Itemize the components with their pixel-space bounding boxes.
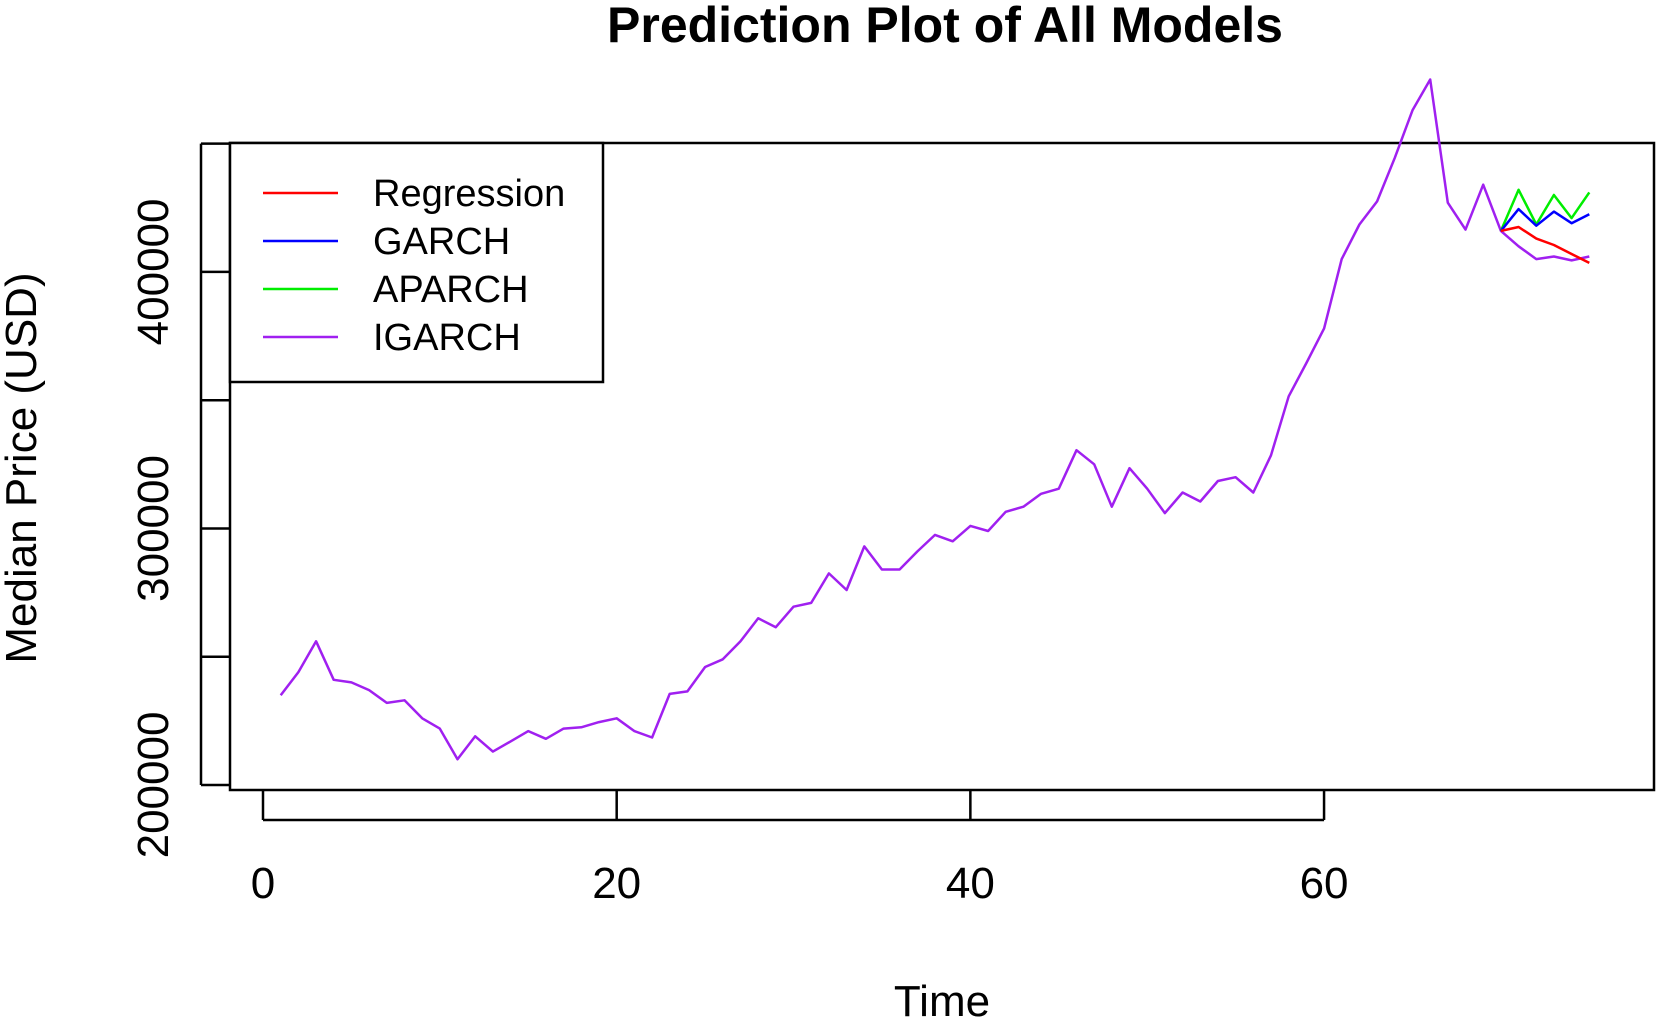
y-tick-label: 300000 bbox=[129, 455, 178, 602]
legend-label-aparch: APARCH bbox=[373, 269, 529, 311]
x-axis: 0 20 40 60 bbox=[251, 790, 1349, 908]
x-tick-label: 20 bbox=[592, 859, 641, 908]
series-line-igarch bbox=[279, 78, 1590, 761]
chart-title: Prediction Plot of All Models bbox=[607, 0, 1283, 53]
legend-label-garch: GARCH bbox=[373, 221, 510, 263]
series-line-regression bbox=[1500, 225, 1590, 265]
x-axis-label: Time bbox=[894, 977, 990, 1020]
legend-label-igarch: IGARCH bbox=[373, 317, 521, 359]
x-tick-label: 0 bbox=[251, 859, 275, 908]
series-line-garch bbox=[1499, 207, 1590, 232]
series-line-aparch bbox=[1499, 188, 1591, 232]
plot-frame bbox=[228, 141, 1656, 792]
y-axis: 200000 300000 400000 bbox=[129, 142, 230, 859]
legend-box bbox=[228, 141, 605, 384]
x-tick-label: 60 bbox=[1300, 859, 1349, 908]
legend-label-regression: Regression bbox=[373, 173, 565, 215]
x-tick-label: 40 bbox=[946, 859, 995, 908]
series-layer bbox=[279, 78, 1591, 761]
y-axis-label: Median Price (USD) bbox=[0, 272, 46, 663]
y-tick-label: 400000 bbox=[129, 199, 178, 346]
y-tick-label: 200000 bbox=[129, 712, 178, 859]
legend: Regression GARCH APARCH IGARCH bbox=[228, 141, 605, 384]
